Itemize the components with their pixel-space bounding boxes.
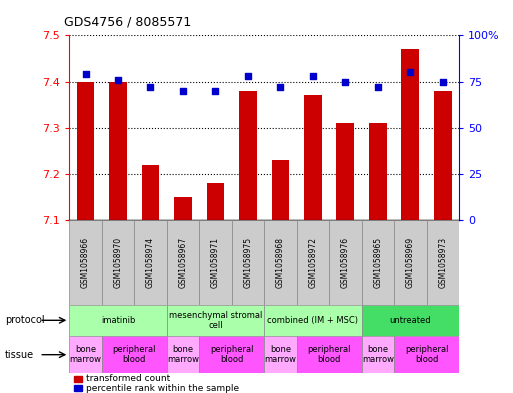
Text: untreated: untreated [389, 316, 431, 325]
Text: peripheral
blood: peripheral blood [405, 345, 448, 364]
Text: protocol: protocol [5, 315, 45, 325]
Text: GSM1058974: GSM1058974 [146, 237, 155, 288]
Point [146, 84, 154, 90]
Text: imatinib: imatinib [101, 316, 135, 325]
Text: GSM1058976: GSM1058976 [341, 237, 350, 288]
Bar [232, 220, 264, 305]
Point [211, 88, 220, 94]
Bar [134, 220, 167, 305]
Bar [427, 220, 459, 305]
Point [374, 84, 382, 90]
Bar [69, 220, 102, 305]
Text: GSM1058972: GSM1058972 [308, 237, 318, 288]
Bar [76, 81, 94, 220]
Bar [109, 81, 127, 220]
Bar [69, 336, 102, 373]
Bar [271, 160, 289, 220]
Text: GSM1058967: GSM1058967 [179, 237, 187, 288]
Text: peripheral
blood: peripheral blood [112, 345, 156, 364]
Bar [297, 336, 362, 373]
Text: peripheral
blood: peripheral blood [307, 345, 351, 364]
Text: GDS4756 / 8085571: GDS4756 / 8085571 [64, 16, 191, 29]
Bar [167, 336, 199, 373]
Bar [102, 220, 134, 305]
Text: GSM1058966: GSM1058966 [81, 237, 90, 288]
Text: GSM1058971: GSM1058971 [211, 237, 220, 288]
Text: peripheral
blood: peripheral blood [210, 345, 253, 364]
Bar [369, 123, 387, 220]
Point [179, 88, 187, 94]
Bar [264, 220, 297, 305]
Text: transformed count: transformed count [86, 375, 170, 383]
Point [82, 71, 90, 77]
Point [244, 73, 252, 79]
Point [309, 73, 317, 79]
Point [406, 69, 415, 75]
Bar [239, 91, 257, 220]
Text: bone
marrow: bone marrow [69, 345, 102, 364]
Text: bone
marrow: bone marrow [362, 345, 394, 364]
Point [341, 79, 349, 85]
Bar [167, 305, 264, 336]
Bar [167, 220, 199, 305]
Bar [69, 305, 167, 336]
Bar [264, 336, 297, 373]
Bar [394, 336, 459, 373]
Text: mesenchymal stromal
cell: mesenchymal stromal cell [169, 310, 262, 330]
Text: GSM1058969: GSM1058969 [406, 237, 415, 288]
Bar [329, 220, 362, 305]
Bar [142, 165, 160, 220]
Point [439, 79, 447, 85]
Text: combined (IM + MSC): combined (IM + MSC) [267, 316, 359, 325]
Bar [304, 95, 322, 220]
Bar [264, 305, 362, 336]
Text: GSM1058965: GSM1058965 [373, 237, 382, 288]
Point [277, 84, 285, 90]
Text: tissue: tissue [5, 350, 34, 360]
Bar [207, 183, 224, 220]
Bar [174, 197, 192, 220]
Point [114, 77, 122, 83]
Bar [362, 220, 394, 305]
Bar [362, 305, 459, 336]
Bar [102, 336, 167, 373]
Bar [199, 336, 264, 373]
Bar [199, 220, 232, 305]
Bar [434, 91, 452, 220]
Bar [402, 49, 419, 220]
Text: GSM1058968: GSM1058968 [276, 237, 285, 288]
Text: bone
marrow: bone marrow [264, 345, 297, 364]
Text: GSM1058973: GSM1058973 [439, 237, 447, 288]
Bar [297, 220, 329, 305]
Text: bone
marrow: bone marrow [167, 345, 199, 364]
Bar [394, 220, 427, 305]
Bar [337, 123, 354, 220]
Bar [362, 336, 394, 373]
Text: GSM1058970: GSM1058970 [113, 237, 123, 288]
Text: percentile rank within the sample: percentile rank within the sample [86, 384, 239, 393]
Text: GSM1058975: GSM1058975 [244, 237, 252, 288]
